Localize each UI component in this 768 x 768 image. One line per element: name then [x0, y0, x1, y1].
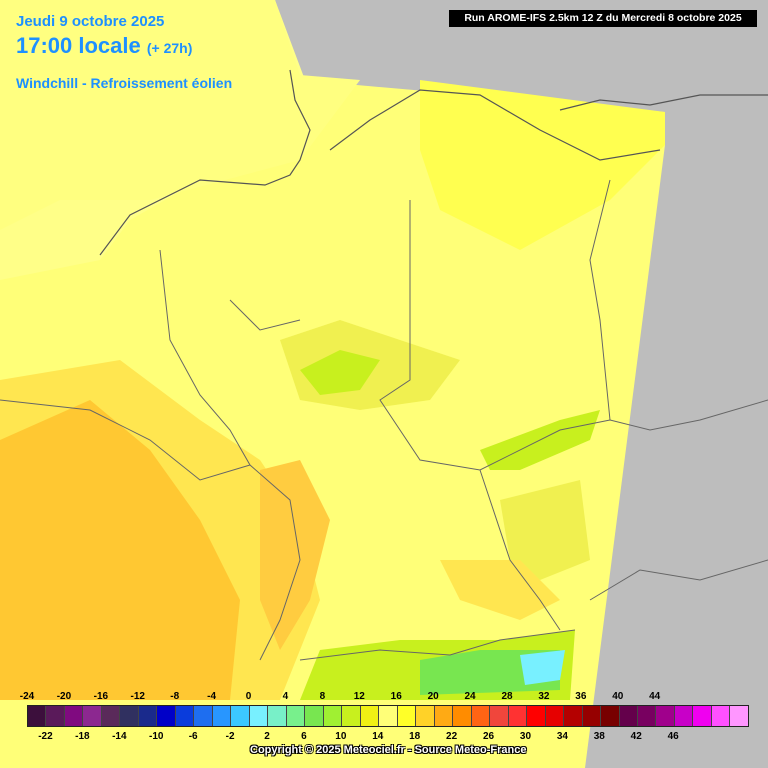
legend-label-top: 12 [353, 691, 365, 702]
legend-swatch [508, 706, 528, 726]
legend-swatch [711, 706, 731, 726]
legend-label-bottom: -18 [75, 731, 90, 742]
legend-label-top: 36 [575, 691, 587, 702]
alps-peak-zone [520, 650, 565, 685]
legend-swatch [212, 706, 232, 726]
legend-swatch [157, 706, 176, 726]
legend-swatch [194, 706, 213, 726]
legend-label-top: 4 [282, 691, 289, 702]
legend-label-top: 16 [390, 691, 402, 702]
legend-swatch [471, 706, 491, 726]
bohemian-zone [500, 480, 590, 580]
legend-label-top: 24 [464, 691, 476, 702]
legend-swatch [286, 706, 306, 726]
legend-label-bottom: 18 [409, 731, 421, 742]
green-upland-zone [300, 350, 380, 395]
legend-label-top: -4 [207, 691, 217, 702]
southeast-warm-zone [440, 560, 560, 620]
forecast-offset: (+ 27h) [146, 40, 193, 56]
legend-swatch [416, 706, 435, 726]
legend-swatch [249, 706, 269, 726]
legend-swatch [231, 706, 250, 726]
legend-label-bottom: 42 [630, 731, 642, 742]
legend-label-top: 40 [612, 691, 624, 702]
legend-swatch [120, 706, 139, 726]
run-info: Run AROME-IFS 2.5km 12 Z du Mercredi 8 o… [449, 10, 757, 27]
legend-swatch [545, 706, 565, 726]
legend-swatch [46, 706, 65, 726]
legend-label-top: -16 [93, 691, 109, 702]
legend-label-bottom: 2 [264, 731, 270, 742]
legend-swatch [101, 706, 121, 726]
legend-swatch [527, 706, 546, 726]
forecast-time-value: 17:00 locale [16, 33, 141, 58]
legend-swatch [175, 706, 195, 726]
north-sea-zone [0, 0, 360, 230]
legend-swatch [64, 706, 84, 726]
legend-label-bottom: -14 [112, 731, 127, 742]
legend-label-bottom: 46 [667, 731, 679, 742]
legend-swatch [564, 706, 583, 726]
legend-swatch [397, 706, 417, 726]
copyright: Copyright © 2025 Meteociel.fr - Source M… [250, 744, 527, 756]
legend-label-bottom: -10 [148, 731, 164, 742]
legend-label-bottom: 34 [556, 731, 568, 742]
legend-label-top: -20 [56, 691, 72, 702]
orange-rhine-zone [260, 460, 330, 650]
legend-swatch [323, 706, 343, 726]
legend-label-bottom: 38 [593, 731, 605, 742]
baltic-zone [420, 80, 665, 250]
legend-swatch [730, 706, 748, 726]
forecast-time: 17:00 locale (+ 27h) [16, 33, 192, 59]
legend-swatch [674, 706, 694, 726]
coastline [99, 69, 768, 256]
legend-swatch [342, 706, 361, 726]
legend-label-bottom: -22 [38, 731, 53, 742]
legend-swatch [582, 706, 602, 726]
legend-label-bottom: 22 [446, 731, 458, 742]
legend-swatch [434, 706, 454, 726]
legend-swatch [83, 706, 102, 726]
legend-swatch [490, 706, 509, 726]
legend-swatch [28, 706, 47, 726]
parameter-title: Windchill - Refroissement éolien [16, 75, 233, 91]
legend-label-bottom: 26 [482, 731, 495, 742]
color-legend [27, 705, 749, 727]
legend-swatch [305, 706, 324, 726]
legend-label-bottom: -6 [188, 731, 198, 742]
legend-label-bottom: 30 [519, 731, 532, 742]
legend-swatch [637, 706, 657, 726]
legend-swatch [619, 706, 638, 726]
legend-swatch [379, 706, 398, 726]
legend-label-bottom: -2 [225, 731, 235, 742]
legend-label-bottom: 6 [301, 731, 307, 742]
legend-label-top: -8 [170, 691, 180, 702]
country-borders [0, 179, 768, 661]
legend-label-bottom: 10 [335, 731, 347, 742]
legend-swatch [693, 706, 712, 726]
legend-swatch [601, 706, 620, 726]
legend-label-top: 8 [319, 691, 326, 702]
legend-swatch [360, 706, 380, 726]
legend-swatch [453, 706, 472, 726]
forecast-date: Jeudi 9 octobre 2025 [16, 13, 165, 30]
legend-swatch [268, 706, 287, 726]
legend-label-top: -24 [19, 691, 35, 702]
legend-label-top: 20 [427, 691, 439, 702]
legend-label-top: 44 [649, 691, 661, 702]
legend-swatch [656, 706, 675, 726]
legend-label-bottom: 14 [372, 731, 384, 742]
legend-label-top: 32 [538, 691, 550, 702]
legend-label-top: -12 [130, 691, 145, 702]
legend-swatch [138, 706, 158, 726]
legend-label-top: 28 [501, 691, 513, 702]
orange-southwest-zone [0, 400, 240, 700]
legend-label-top: 0 [245, 691, 252, 702]
